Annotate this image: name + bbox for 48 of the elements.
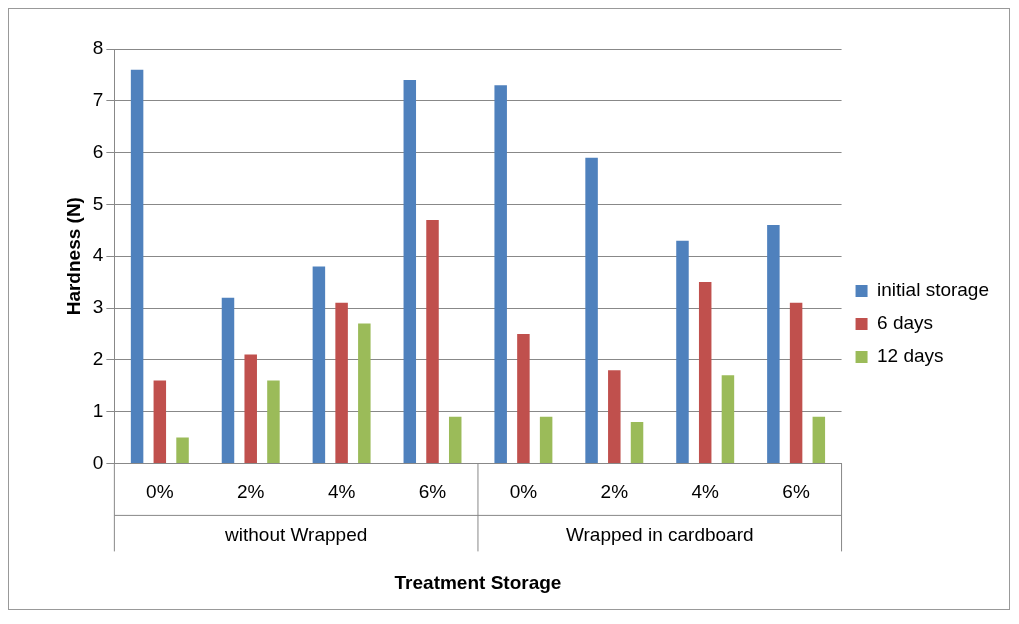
y-tick-label: 1	[92, 399, 104, 421]
bar	[698, 282, 712, 463]
x-tick-label: 6%	[418, 481, 447, 503]
bar	[312, 266, 326, 463]
y-tick-label: 4	[92, 244, 104, 266]
bar	[267, 380, 280, 463]
y-tick-label: 6	[92, 140, 104, 162]
bar	[608, 370, 621, 463]
y-tick-label: 2	[92, 348, 104, 370]
bar	[585, 157, 598, 463]
bar	[812, 416, 826, 463]
bar	[448, 416, 462, 463]
x-tick-label: 4%	[327, 481, 356, 503]
bar	[676, 240, 689, 463]
bar	[130, 69, 144, 463]
text: without Wrapped	[224, 523, 368, 545]
bar	[539, 416, 553, 463]
bar	[721, 375, 735, 463]
y-tick-label: 8	[92, 37, 104, 59]
legend-label: 6 days	[877, 312, 934, 334]
x-tick-label: 0%	[509, 481, 538, 503]
bar	[630, 421, 644, 463]
legend-label: initial storage	[877, 279, 989, 301]
bar	[789, 302, 803, 463]
x-axis-title: Treatment Storage	[394, 571, 562, 593]
bar	[426, 219, 439, 463]
bar	[244, 354, 257, 463]
bar	[403, 80, 417, 463]
bar	[767, 225, 780, 463]
x-tick-label: 2%	[236, 481, 265, 503]
bar	[494, 85, 507, 463]
bar	[221, 297, 235, 463]
bar	[153, 380, 167, 463]
bar	[358, 323, 371, 463]
x-tick-label: 0%	[146, 481, 174, 503]
y-tick-label: 0	[92, 451, 104, 473]
x-tick-label: 4%	[691, 481, 720, 503]
x-tick-label: 2%	[600, 481, 629, 503]
y-axis-title: Hardness (N)	[62, 197, 84, 316]
bar	[517, 333, 530, 463]
legend-label: 12 days	[877, 345, 944, 367]
bar	[335, 302, 348, 463]
x-tick-label: 6%	[782, 481, 810, 503]
text: Wrapped in cardboard	[565, 523, 754, 545]
bar	[176, 437, 189, 463]
y-tick-label: 5	[92, 192, 104, 214]
y-tick-label: 3	[92, 296, 104, 318]
y-tick-label: 7	[92, 89, 104, 111]
